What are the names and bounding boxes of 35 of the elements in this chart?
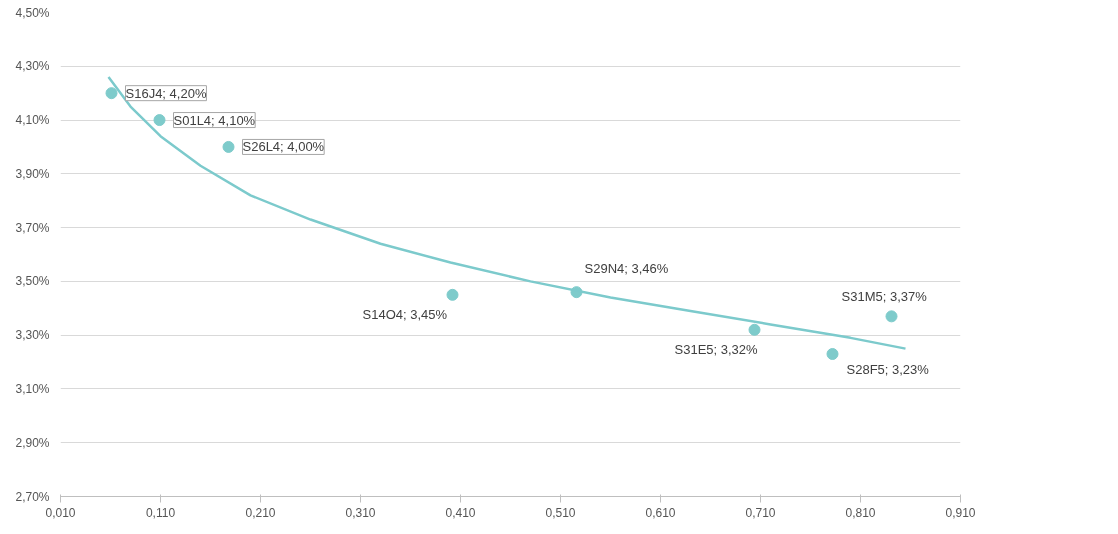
x-tick-label: 0,110 (145, 505, 176, 520)
data-label: S28F5; 3,23% (846, 362, 930, 378)
y-tick-label: 3,90% (15, 166, 50, 181)
point (153, 114, 166, 127)
x-tick-label: 0,210 (245, 505, 276, 520)
data-label: S29N4; 3,46% (584, 260, 669, 276)
x-tick-label: 0,010 (45, 505, 76, 520)
x-tick-label: 0,710 (745, 505, 776, 520)
x-tick-label: 0,310 (345, 505, 376, 520)
data-label: S31E5; 3,32% (674, 342, 759, 358)
x-tick-label: 0,810 (845, 505, 876, 520)
data-label: S14O4; 3,45% (362, 307, 448, 323)
x-tick-label: 0,510 (545, 505, 576, 520)
data-label: S16J4; 4,20% (125, 85, 207, 101)
y-tick-label: 4,30% (15, 59, 50, 74)
x-tick-label: 0,610 (645, 505, 676, 520)
y-tick-label: 2,90% (15, 435, 50, 450)
x-tick-label: 0,910 (945, 505, 976, 520)
y-tick-label: 3,10% (15, 381, 50, 396)
y-tick-label: 3,50% (15, 274, 50, 289)
data-label: S31M5; 3,37% (841, 288, 928, 304)
x-tick-label: 0,410 (445, 505, 476, 520)
point (446, 288, 459, 301)
point (748, 323, 761, 336)
data-label: S26L4; 4,00% (242, 139, 325, 155)
y-tick-label: 3,30% (15, 328, 50, 343)
y-tick-label: 4,50% (15, 5, 50, 20)
y-tick-label: 4,10% (15, 113, 50, 128)
point (885, 310, 898, 323)
point (222, 140, 235, 153)
y-tick-label: 2,70% (15, 489, 50, 504)
y-tick-label: 3,70% (15, 220, 50, 235)
point (826, 348, 839, 360)
point (105, 87, 118, 100)
data-label: S01L4; 4,10% (173, 112, 256, 128)
